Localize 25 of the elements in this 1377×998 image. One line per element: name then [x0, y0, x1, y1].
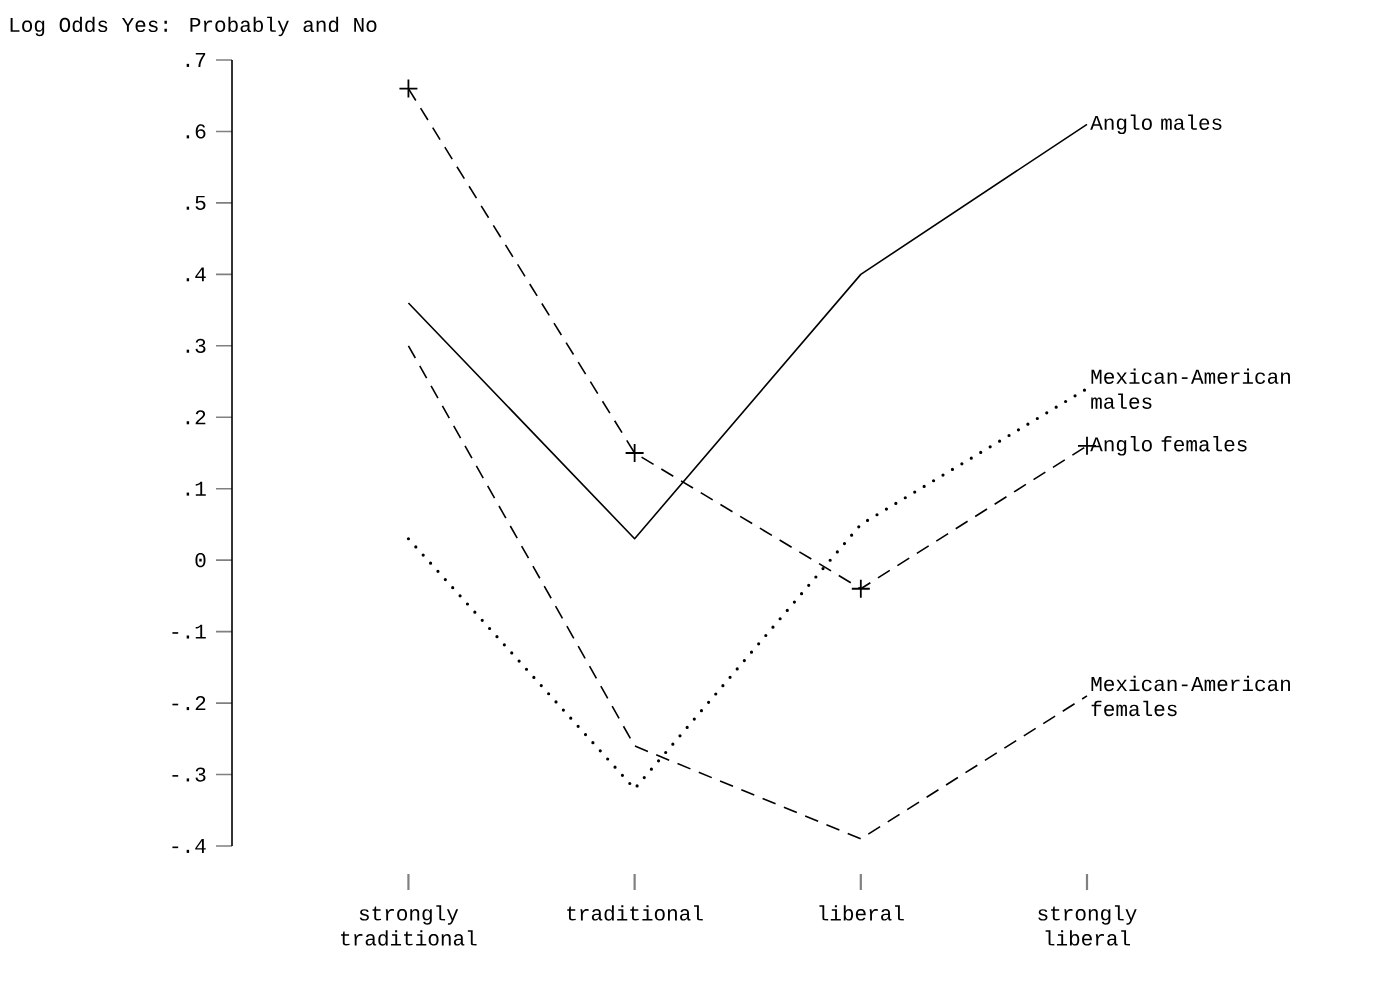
y-tick-label: -.1 — [172, 624, 206, 639]
y-tick-label: .3 — [186, 338, 206, 353]
series-label: Anglo females — [1090, 436, 1247, 456]
y-tick-label: .5 — [186, 195, 206, 210]
x-tick-label: traditional — [567, 905, 703, 921]
y-tick-label: .1 — [186, 481, 206, 496]
series-label: Mexican-American males — [1091, 368, 1290, 409]
x-tick-label: strongly liberal — [1038, 905, 1137, 946]
point — [398, 78, 419, 99]
y-tick-label: 0 — [195, 553, 206, 568]
y-tick-label: -.4 — [172, 839, 206, 853]
y-tick-label: .6 — [186, 124, 206, 139]
series-label: Mexican-American females — [1091, 675, 1290, 717]
x-tick-label: liberal — [819, 905, 904, 921]
point — [624, 443, 645, 463]
point — [850, 578, 871, 599]
series-label: Anglo males — [1090, 114, 1222, 135]
line-series — [407, 345, 1088, 840]
y-axis-title: Log Odds Yes: Probably and No — [10, 16, 377, 37]
y-tick-label: .4 — [186, 267, 206, 282]
y-tick-label: .7 — [186, 53, 206, 67]
y-tick-label: -.2 — [172, 696, 206, 711]
y-tick-label: -.3 — [172, 767, 206, 782]
x-tick-label: strongly traditional — [341, 905, 477, 946]
y-tick-label: .2 — [186, 410, 206, 425]
